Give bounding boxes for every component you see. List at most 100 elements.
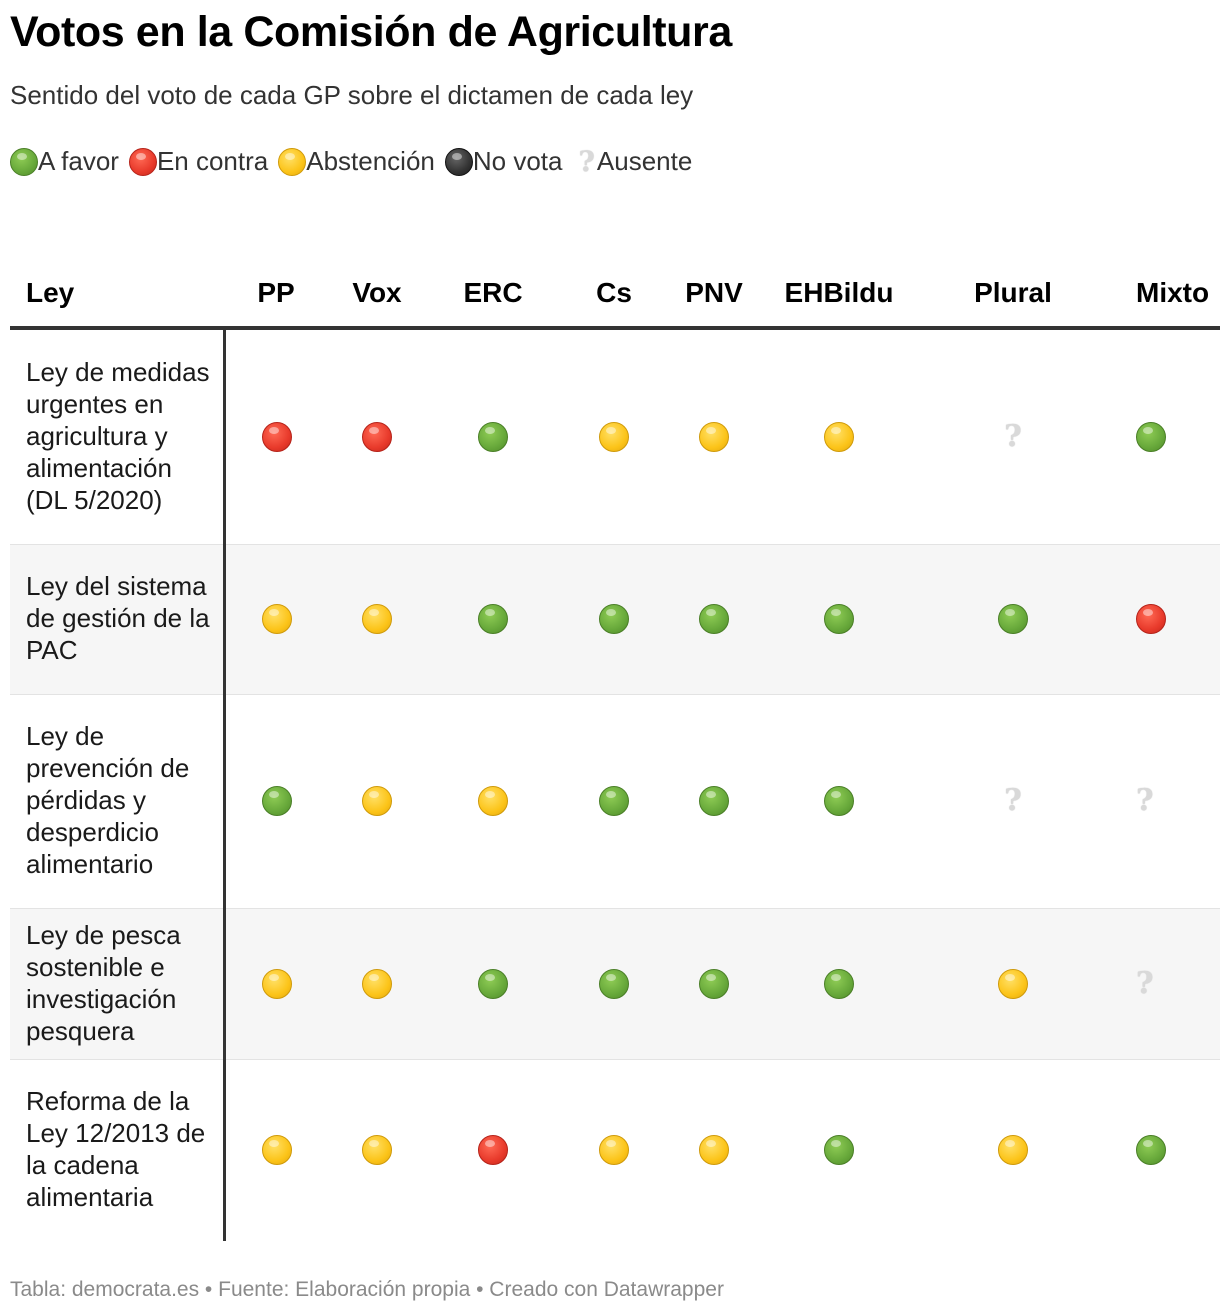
yellow-circle-icon <box>699 1135 729 1166</box>
green-circle-icon <box>599 604 629 634</box>
source-footer: Tabla: democrata.es • Fuente: Elaboració… <box>10 1278 724 1301</box>
vote-cell-pp <box>224 328 328 544</box>
legend-item-contra: En contra <box>128 146 269 177</box>
yellow-circle-icon <box>478 786 508 816</box>
yellow-circle-icon <box>261 604 292 634</box>
red-circle-icon <box>261 421 292 452</box>
law-name-cell: Ley de pesca sostenible e investigación … <box>10 907 226 1059</box>
vote-cell-mixto: ? <box>1108 907 1220 1059</box>
question-mark-icon: ? <box>1004 783 1022 818</box>
green-circle-icon <box>478 968 508 999</box>
vote-cell-erc <box>426 543 560 694</box>
yellow-circle-icon <box>261 968 292 999</box>
vote-cell-plural: ? <box>918 693 1108 908</box>
yellow-circle-icon <box>362 1135 392 1166</box>
yellow-circle-icon <box>599 1135 629 1166</box>
vote-cell-cs <box>560 328 668 544</box>
vote-cell-ehbildu <box>760 328 918 544</box>
vote-cell-plural: ? <box>918 328 1108 544</box>
vote-cell-pnv <box>668 328 760 544</box>
yellow-circle-icon <box>278 147 307 176</box>
table-row: Reforma de la Ley 12/2013 de la cadena a… <box>10 1058 1220 1241</box>
legend: A favor En contra Abstención No vota ? A… <box>10 146 702 177</box>
vote-cell-pnv <box>668 543 760 694</box>
red-circle-icon <box>478 1135 508 1166</box>
legend-item-no-vota: No vota <box>444 146 563 177</box>
legend-item-abstencion: Abstención <box>278 146 435 177</box>
yellow-circle-icon <box>824 421 854 452</box>
green-circle-icon <box>699 604 729 634</box>
vote-cell-pp <box>224 543 328 694</box>
black-circle-icon <box>444 147 473 176</box>
green-circle-icon <box>1136 1135 1166 1166</box>
green-circle-icon <box>998 604 1028 634</box>
column-header-pnv: PNV <box>668 260 760 330</box>
legend-label-no-vota: No vota <box>472 146 563 176</box>
yellow-circle-icon <box>599 421 629 452</box>
vote-cell-erc <box>426 328 560 544</box>
vote-cell-plural <box>918 907 1108 1059</box>
green-circle-icon <box>599 968 629 999</box>
vote-cell-cs <box>560 543 668 694</box>
vote-cell-mixto <box>1108 1058 1220 1241</box>
vote-cell-cs <box>560 1058 668 1241</box>
column-header-vox: Vox <box>328 260 426 330</box>
votes-table: Ley PP Vox ERC Cs PNV EHBildu Plural Mix… <box>10 260 1220 1241</box>
yellow-circle-icon <box>699 421 729 452</box>
green-circle-icon <box>478 604 508 634</box>
yellow-circle-icon <box>998 968 1028 999</box>
law-name-cell: Reforma de la Ley 12/2013 de la cadena a… <box>10 1058 226 1241</box>
vote-cell-pnv <box>668 1058 760 1241</box>
table-row: Ley del sistema de gestión de la PAC <box>10 543 1220 694</box>
vote-cell-mixto <box>1108 543 1220 694</box>
vote-cell-pp <box>224 693 328 908</box>
green-circle-icon <box>824 968 854 999</box>
yellow-circle-icon <box>362 786 392 816</box>
yellow-circle-icon <box>261 1135 292 1166</box>
column-header-mixto: Mixto <box>1108 260 1220 330</box>
green-circle-icon <box>824 604 854 634</box>
column-header-cs: Cs <box>560 260 668 330</box>
green-circle-icon <box>824 1135 854 1166</box>
header-row: Ley PP Vox ERC Cs PNV EHBildu Plural Mix… <box>10 260 1220 330</box>
vote-cell-ehbildu <box>760 693 918 908</box>
table-body: Ley de medidas urgentes en agricultura y… <box>10 328 1220 1241</box>
table-row: Ley de prevención de pérdidas y desperdi… <box>10 693 1220 908</box>
vote-cell-plural <box>918 1058 1108 1241</box>
legend-label-favor: A favor <box>38 146 119 176</box>
chart-title: Votos en la Comisión de Agricultura <box>10 8 732 56</box>
vote-cell-vox <box>328 543 426 694</box>
green-circle-icon <box>10 147 38 176</box>
vote-cell-erc <box>426 693 560 908</box>
column-header-ehbildu: EHBildu <box>760 260 918 330</box>
law-name-cell: Ley de medidas urgentes en agricultura y… <box>10 328 226 544</box>
legend-label-abstencion: Abstención <box>306 146 435 176</box>
green-circle-icon <box>699 968 729 999</box>
vote-cell-pnv <box>668 693 760 908</box>
question-mark-icon: ? <box>1136 965 1154 1001</box>
vote-cell-cs <box>560 693 668 908</box>
legend-label-contra: En contra <box>156 146 269 176</box>
vote-cell-erc <box>426 1058 560 1241</box>
column-header-erc: ERC <box>426 260 560 330</box>
law-name-cell: Ley de prevención de pérdidas y desperdi… <box>10 693 226 908</box>
vote-cell-erc <box>426 907 560 1059</box>
column-header-plural: Plural <box>918 260 1108 330</box>
red-circle-icon <box>362 421 392 452</box>
green-circle-icon <box>824 786 854 816</box>
question-mark-icon: ? <box>578 144 595 178</box>
red-circle-icon <box>128 147 157 176</box>
vote-cell-plural <box>918 543 1108 694</box>
green-circle-icon <box>261 786 292 816</box>
table-row: Ley de medidas urgentes en agricultura y… <box>10 328 1220 544</box>
yellow-circle-icon <box>362 968 392 999</box>
legend-item-ausente: ? Ausente <box>573 146 693 177</box>
vote-cell-vox <box>328 907 426 1059</box>
law-name-cell: Ley del sistema de gestión de la PAC <box>10 543 226 694</box>
red-circle-icon <box>1136 604 1166 634</box>
vote-cell-mixto <box>1108 328 1220 544</box>
vote-cell-vox <box>328 328 426 544</box>
vote-cell-pp <box>224 1058 328 1241</box>
vote-cell-pnv <box>668 907 760 1059</box>
green-circle-icon <box>599 786 629 816</box>
